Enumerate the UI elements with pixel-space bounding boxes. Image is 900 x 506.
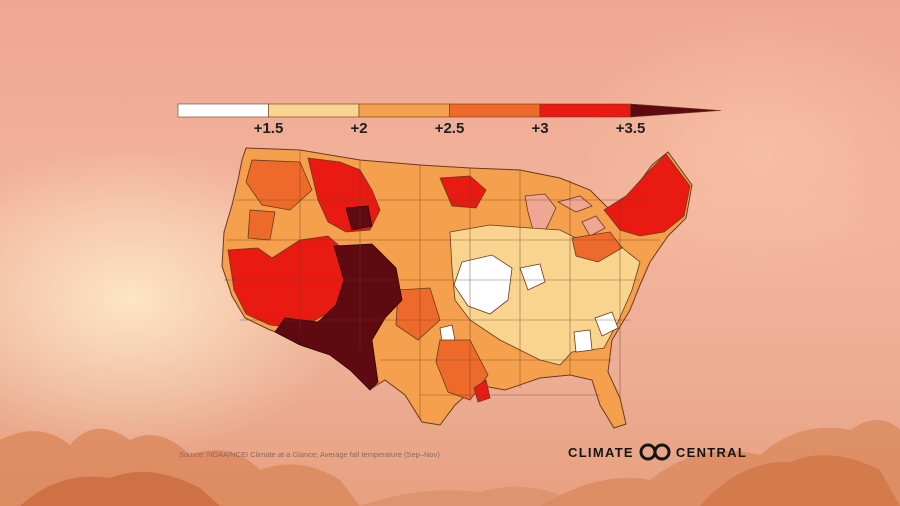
division-borders [224,150,660,420]
legend-tick-label: +3.5 [616,120,646,137]
region-white [439,254,619,353]
legend-tick-label: +2.5 [435,120,465,137]
source-caption: Source: NOAA/NCEI Climate at a Glance; A… [179,450,440,459]
legend-bin [630,103,722,118]
logo-word-left: CLIMATE [568,444,634,460]
legend-tick-label: +3 [531,120,548,137]
legend: +1.5 +2 +2.5 +3 +3.5 [177,103,722,137]
logo-word-right: CENTRAL [675,444,748,460]
climate-central-logo: CLIMATE CENTRAL [568,441,747,463]
region-maroon [274,205,403,391]
legend-tick-label: +2 [350,120,367,137]
legend-tick-label: +1.5 [254,120,284,137]
logo-rings-icon [639,443,671,461]
